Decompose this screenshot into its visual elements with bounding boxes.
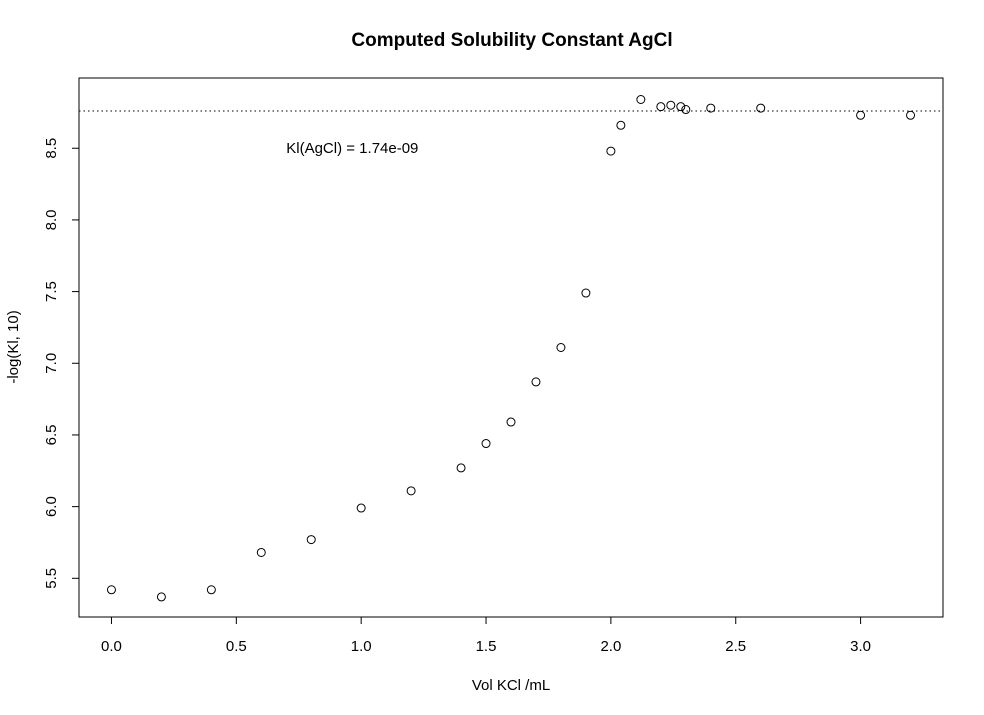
data-point bbox=[506, 417, 516, 427]
y-tick-label: 5.5 bbox=[43, 568, 60, 589]
data-point bbox=[616, 120, 626, 130]
y-tick-label: 7.0 bbox=[43, 353, 60, 374]
x-tick-label: 3.0 bbox=[850, 638, 871, 655]
data-point bbox=[666, 100, 676, 110]
plot-frame bbox=[78, 77, 944, 618]
data-point bbox=[106, 585, 116, 595]
x-tick-label: 1.0 bbox=[351, 638, 372, 655]
data-point bbox=[606, 146, 616, 156]
x-axis-label: Vol KCl /mL bbox=[472, 677, 550, 694]
y-tick-label: 6.5 bbox=[43, 425, 60, 446]
x-tick-label: 1.5 bbox=[476, 638, 497, 655]
y-tick-label: 8.5 bbox=[43, 138, 60, 159]
x-tick-label: 2.0 bbox=[600, 638, 621, 655]
chart-title: Computed Solubility Constant AgCl bbox=[351, 30, 672, 51]
data-point bbox=[706, 103, 716, 113]
data-point bbox=[531, 377, 541, 387]
data-point bbox=[306, 535, 316, 545]
data-point bbox=[856, 110, 866, 120]
y-axis-label: -log(Kl, 10) bbox=[5, 310, 22, 383]
data-point bbox=[656, 102, 666, 112]
data-point bbox=[581, 288, 591, 298]
x-tick-label: 0.5 bbox=[226, 638, 247, 655]
data-point bbox=[756, 103, 766, 113]
data-point bbox=[676, 102, 686, 112]
annotation-ksp: Kl(AgCl) = 1.74e-09 bbox=[286, 140, 418, 157]
x-tick-label: 0.0 bbox=[101, 638, 122, 655]
y-tick-label: 7.5 bbox=[43, 281, 60, 302]
y-tick-label: 6.0 bbox=[43, 496, 60, 517]
data-point bbox=[906, 110, 916, 120]
x-tick-label: 2.5 bbox=[725, 638, 746, 655]
data-point bbox=[556, 343, 566, 352]
data-point bbox=[156, 592, 166, 602]
data-point bbox=[206, 585, 216, 595]
data-point bbox=[636, 95, 646, 105]
y-tick-label: 8.0 bbox=[43, 209, 60, 230]
data-point bbox=[481, 439, 491, 449]
data-point bbox=[356, 503, 366, 513]
data-point bbox=[256, 547, 266, 557]
data-point bbox=[456, 463, 466, 473]
data-point bbox=[406, 486, 416, 496]
data-point bbox=[681, 105, 691, 115]
